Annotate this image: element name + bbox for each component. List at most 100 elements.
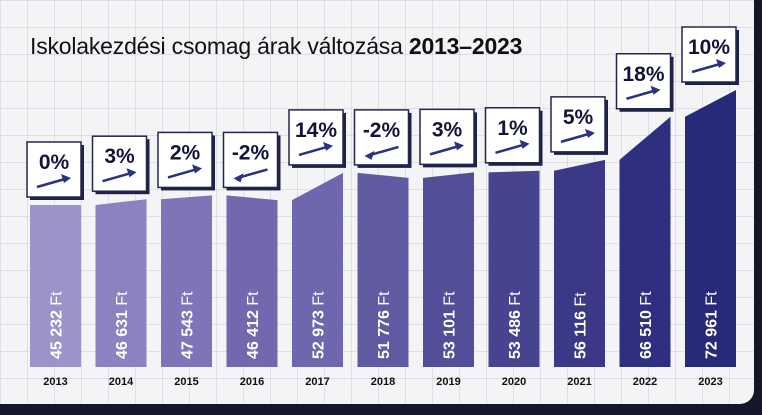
title-main: Iskolakezdési csomag árak változása [30, 33, 403, 59]
year-label: 2014 [109, 376, 134, 388]
change-percent-label: 1% [497, 117, 528, 140]
arrow-head [716, 59, 726, 68]
arrow-shaft [429, 145, 459, 156]
arrow-shaft [626, 89, 655, 100]
bar-group: 51 776 Ft 2018 -2% [353, 109, 412, 388]
bar [619, 116, 671, 367]
bar-group: 45 232 Ft 2013 0% [26, 141, 84, 388]
arrow-head [364, 150, 375, 160]
bar-group: 56 116 Ft 2021 5% [550, 96, 608, 388]
arrow-up-right-icon [298, 141, 333, 157]
arrow-down-left-icon [233, 168, 268, 183]
bar [292, 172, 343, 367]
arrow-shaft [495, 143, 524, 154]
arrow-up-right-icon [691, 59, 726, 74]
arrow-head [454, 141, 464, 151]
bar-group: 53 486 Ft 2020 1% [484, 107, 543, 388]
change-badge: 14% [288, 109, 346, 168]
change-percent-label: 3% [104, 145, 135, 168]
change-badge: 0% [26, 141, 84, 200]
bar-group: 47 543 Ft 2015 2% [157, 131, 215, 388]
year-label: 2021 [567, 376, 591, 388]
bar-group: 52 973 Ft 2017 14% [288, 109, 346, 388]
badge-box [26, 141, 82, 198]
bar-value-label: 66 510 Ft [638, 291, 655, 359]
bar [161, 195, 212, 367]
arrow-head [585, 128, 595, 138]
arrow-head [61, 174, 71, 183]
arrow-up-right-icon [36, 174, 71, 189]
arrow-shaft [239, 168, 268, 179]
arrow-shaft [102, 171, 131, 183]
bar-group: 66 510 Ft 2022 18% [615, 53, 674, 388]
bar-value-label: 47 543 Ft [180, 291, 197, 359]
bar-value-label: 52 973 Ft [311, 291, 328, 359]
badge-box [419, 108, 475, 166]
change-badge: 10% [681, 26, 739, 85]
bar-group: 46 631 Ft 2014 3% [91, 135, 150, 388]
arrow-head [650, 85, 661, 95]
badge-box [615, 53, 672, 110]
year-label: 2013 [43, 376, 67, 388]
arrow-head [126, 168, 137, 178]
chart-title: Iskolakezdési csomag árak változása 2013… [30, 33, 522, 60]
arrow-shaft [560, 132, 590, 144]
bar [357, 172, 409, 367]
bar [554, 159, 605, 367]
arrow-shaft [298, 145, 328, 157]
bar [685, 90, 736, 367]
bar [95, 199, 147, 367]
badge-box [484, 107, 541, 164]
bar-group: 72 961 Ft 2023 10% [681, 26, 739, 388]
title-year-range: 2013–2023 [408, 33, 523, 59]
bar-group: 46 412 Ft 2016 -2% [222, 131, 281, 388]
arrow-down-left-icon [364, 145, 399, 160]
arrow-up-right-icon [429, 141, 464, 156]
change-badge: 2% [157, 131, 215, 191]
price-bar-chart: 45 232 Ft 2013 0% 46 631 Ft 2014 3% 47 543 Ft 2… [26, 26, 739, 388]
change-badge: 5% [550, 96, 608, 155]
badge-box [681, 26, 737, 83]
arrow-up-right-icon [626, 85, 661, 100]
change-percent-label: 18% [622, 63, 664, 86]
bar-value-label: 53 101 Ft [442, 291, 459, 359]
year-label: 2020 [502, 376, 526, 388]
arrow-up-right-icon [102, 168, 137, 183]
change-badge: 1% [484, 107, 543, 166]
change-percent-label: 10% [688, 36, 730, 59]
bar-value-label: 51 776 Ft [376, 291, 393, 359]
change-percent-label: 0% [39, 151, 70, 174]
change-badge: 3% [419, 108, 477, 168]
year-label: 2023 [698, 376, 722, 388]
change-badge: -2% [353, 109, 412, 168]
bar [226, 195, 278, 367]
year-label: 2016 [240, 376, 264, 388]
arrow-shaft [370, 145, 399, 157]
year-label: 2015 [174, 376, 198, 388]
arrow-up-right-icon [560, 128, 595, 144]
arrow-head [192, 164, 202, 174]
badge-box [222, 131, 279, 189]
badge-box [550, 96, 606, 153]
year-label: 2017 [305, 376, 329, 388]
bar-value-label: 46 631 Ft [114, 291, 131, 359]
change-percent-label: -2% [363, 119, 401, 142]
change-badge: 18% [615, 53, 674, 112]
bar [30, 205, 81, 367]
arrow-shaft [36, 177, 66, 189]
badge-box [288, 109, 344, 166]
bar-value-label: 72 961 Ft [704, 291, 721, 359]
arrow-head [233, 173, 244, 183]
arrow-up-right-icon [167, 164, 202, 179]
badge-box [157, 131, 213, 189]
bar-value-label: 45 232 Ft [49, 291, 66, 359]
arrow-shaft [167, 168, 197, 179]
arrow-head [323, 141, 333, 151]
bar-group: 53 101 Ft 2019 3% [419, 108, 477, 388]
arrow-shaft [691, 62, 721, 74]
change-percent-label: 2% [170, 141, 201, 164]
change-percent-label: 5% [563, 106, 594, 129]
chart-canvas: Iskolakezdési csomag árak változása 2013… [0, 0, 754, 404]
bar-value-label: 46 412 Ft [245, 291, 262, 359]
bar [423, 172, 474, 367]
